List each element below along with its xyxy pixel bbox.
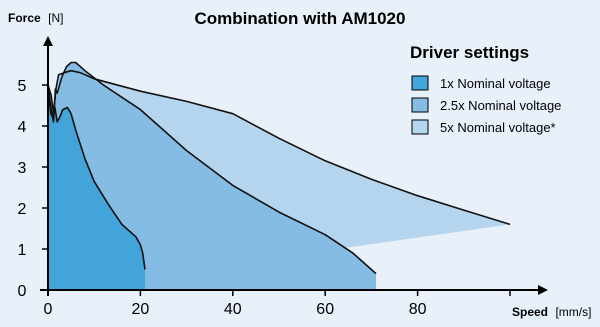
curve-line-2 — [47, 89, 146, 270]
y-tick-label: 5 — [18, 78, 27, 95]
y-tick-label: 1 — [18, 242, 27, 259]
legend-swatch — [411, 75, 429, 91]
legend-label: 1x Nominal voltage — [440, 76, 551, 91]
legend-label: 2.5x Nominal voltage — [440, 98, 561, 113]
curve-line-1 — [47, 61, 377, 275]
y-tick-label: 3 — [18, 160, 27, 177]
y-tick-label: 2 — [18, 201, 27, 218]
x-tick-label: 0 — [44, 301, 53, 318]
y-tick-label: 4 — [18, 119, 27, 136]
legend: Driver settings 1x Nominal voltage 2.5x N… — [410, 43, 561, 135]
y-axis-label: Force [N] — [8, 9, 63, 26]
area-series-2 — [48, 89, 145, 290]
legend-items: 1x Nominal voltage 2.5x Nominal voltage 5x… — [411, 75, 561, 135]
x-axis-label: Speed [mm/s] — [512, 303, 591, 320]
legend-swatch — [411, 97, 429, 113]
legend-swatch — [411, 119, 429, 135]
curve-line-layer — [47, 61, 511, 275]
x-tick-label: 40 — [224, 301, 242, 318]
chart-title: Combination with AM1020 — [195, 9, 406, 28]
x-tick-label: 20 — [132, 301, 150, 318]
y-tick-label: 0 — [18, 283, 27, 300]
area-series-layer — [48, 62, 510, 290]
x-tick-label: 60 — [316, 301, 334, 318]
x-tick-label: 80 — [409, 301, 427, 318]
legend-title: Driver settings — [410, 43, 529, 62]
tick-layer: 0 20 40 60 80 0 1 2 3 4 5 — [18, 78, 511, 318]
legend-label: 5x Nominal voltage* — [440, 120, 556, 135]
